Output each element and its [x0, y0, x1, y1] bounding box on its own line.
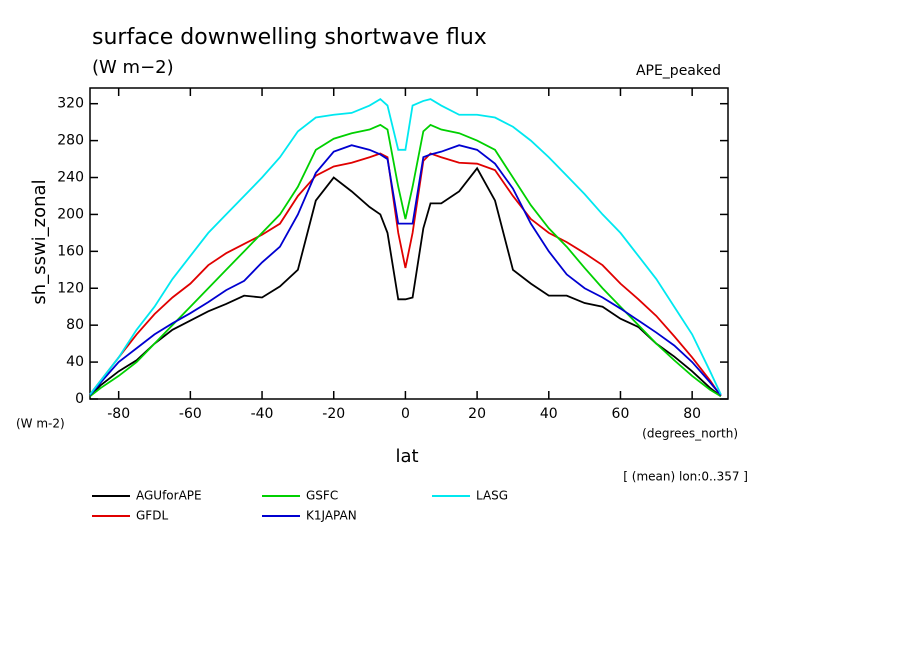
x-tick-label: -60 [179, 406, 202, 422]
series-line [89, 144, 722, 396]
y-tick-label: 200 [57, 206, 84, 222]
subtitle: (W m−2) [92, 57, 174, 78]
x-axis-label: lat [395, 446, 418, 467]
x-tick-label: 80 [683, 406, 701, 422]
legend-label: GFDL [136, 509, 168, 523]
legend-label: K1JAPAN [306, 509, 357, 523]
y-tick-label: 80 [66, 317, 84, 333]
x-tick-label: 40 [540, 406, 558, 422]
chart-title: surface downwelling shortwave flux [92, 25, 487, 50]
plot-frame [89, 87, 729, 400]
y-unit: (W m-2) [16, 417, 65, 431]
y-tick-label: 280 [57, 133, 84, 149]
y-tick-label: 160 [57, 243, 84, 259]
x-tick-label: -20 [322, 406, 345, 422]
x-tick-label: 0 [401, 406, 410, 422]
series-line [89, 123, 722, 398]
x-tick-label: 60 [612, 406, 630, 422]
y-tick-label: 0 [75, 391, 84, 407]
legend-label: AGUforAPE [136, 489, 202, 503]
x-tick-label: -40 [251, 406, 274, 422]
x-tick-label: 20 [468, 406, 486, 422]
x-unit: (degrees_north) [642, 427, 738, 441]
note: [ (mean) lon:0..357 ] [623, 470, 748, 484]
annotation: APE_peaked [636, 63, 721, 79]
y-tick-label: 40 [66, 354, 84, 370]
y-tick-label: 120 [57, 280, 84, 296]
legend-label: LASG [476, 489, 508, 503]
y-tick-label: 320 [57, 96, 84, 112]
series-line [89, 97, 722, 395]
series-line [89, 166, 722, 397]
y-tick-label: 240 [57, 170, 84, 186]
series-line [89, 152, 722, 397]
x-tick-label: -80 [107, 406, 130, 422]
legend-label: GSFC [306, 489, 338, 503]
y-axis-label: sh_sswi_zonal [29, 179, 50, 304]
